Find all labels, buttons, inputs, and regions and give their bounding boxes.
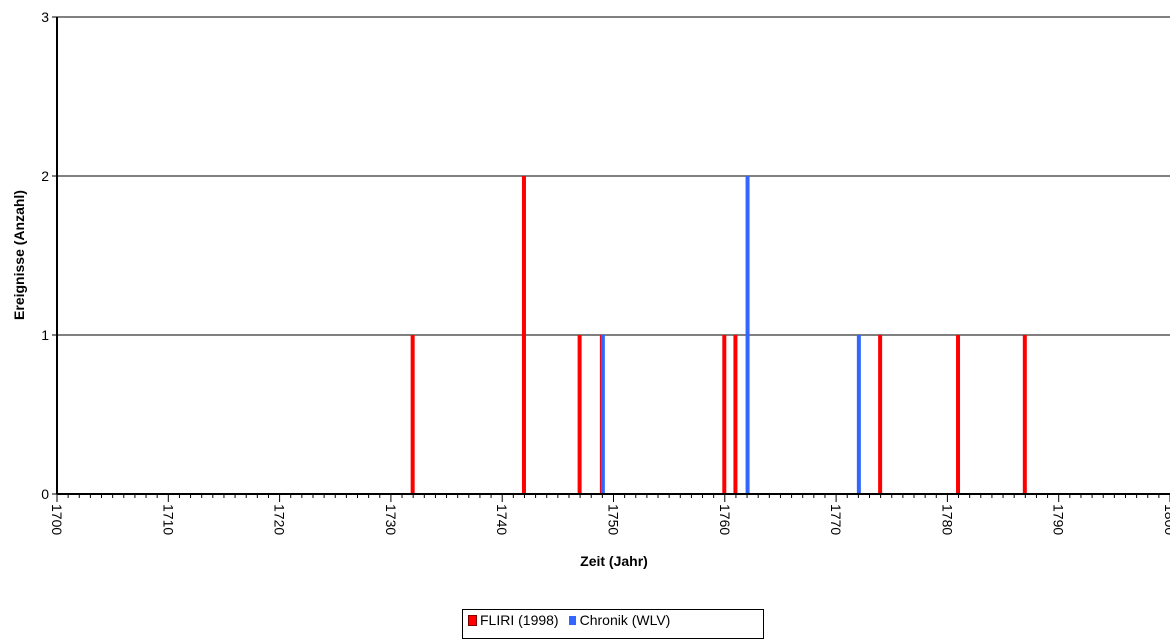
y-tick-labels: 0 1 2 3 bbox=[41, 9, 49, 502]
legend-label-chronik: Chronik (WLV) bbox=[579, 612, 671, 628]
bar-fliri-1787 bbox=[1022, 335, 1027, 494]
y-tick-label-2: 2 bbox=[41, 168, 49, 184]
x-tick-label-1790: 1790 bbox=[1051, 504, 1067, 535]
bar-chronik-1749 bbox=[600, 335, 605, 494]
legend-swatch-fliri bbox=[468, 614, 477, 626]
bar-series bbox=[410, 176, 1027, 494]
bar-fliri-1781 bbox=[956, 335, 961, 494]
x-tick-label-1700: 1700 bbox=[49, 504, 65, 535]
legend: FLIRI (1998) Chronik (WLV) bbox=[462, 609, 764, 639]
bar-fliri-1760 bbox=[722, 335, 727, 494]
x-tick-labels: 1700 1710 1720 1730 1740 1750 1760 1770 1780 1790… bbox=[49, 504, 1170, 535]
axes bbox=[52, 16, 1170, 502]
bar-chronik-1772 bbox=[856, 335, 861, 494]
bar-fliri-1747 bbox=[577, 335, 582, 494]
bar-fliri-1742 bbox=[521, 176, 526, 494]
bar-fliri-1774 bbox=[878, 335, 883, 494]
x-axis-title: Zeit (Jahr) bbox=[580, 553, 648, 569]
legend-item-fliri: FLIRI (1998) bbox=[468, 612, 559, 628]
y-axis-title: Ereignisse (Anzahl) bbox=[11, 190, 27, 320]
legend-swatch-chronik bbox=[568, 615, 576, 625]
x-tick-label-1770: 1770 bbox=[828, 504, 844, 535]
grid-lines bbox=[57, 16, 1170, 336]
x-tick-label-1720: 1720 bbox=[272, 504, 288, 535]
x-tick-label-1800: 1800 bbox=[1162, 504, 1170, 535]
bar-fliri-1761 bbox=[733, 335, 738, 494]
bar-fliri-1732 bbox=[410, 335, 415, 494]
bar-chronik-1762 bbox=[745, 176, 750, 494]
x-tick-label-1710: 1710 bbox=[160, 504, 176, 535]
legend-label-fliri: FLIRI (1998) bbox=[480, 612, 559, 628]
x-tick-label-1750: 1750 bbox=[606, 504, 622, 535]
y-tick-label-1: 1 bbox=[41, 327, 49, 343]
x-tick-label-1760: 1760 bbox=[717, 504, 733, 535]
x-tick-label-1730: 1730 bbox=[383, 504, 399, 535]
y-tick-label-3: 3 bbox=[41, 9, 49, 25]
x-tick-label-1740: 1740 bbox=[494, 504, 510, 535]
legend-item-chronik: Chronik (WLV) bbox=[568, 612, 671, 628]
x-tick-label-1780: 1780 bbox=[939, 504, 955, 535]
y-tick-label-0: 0 bbox=[41, 486, 49, 502]
